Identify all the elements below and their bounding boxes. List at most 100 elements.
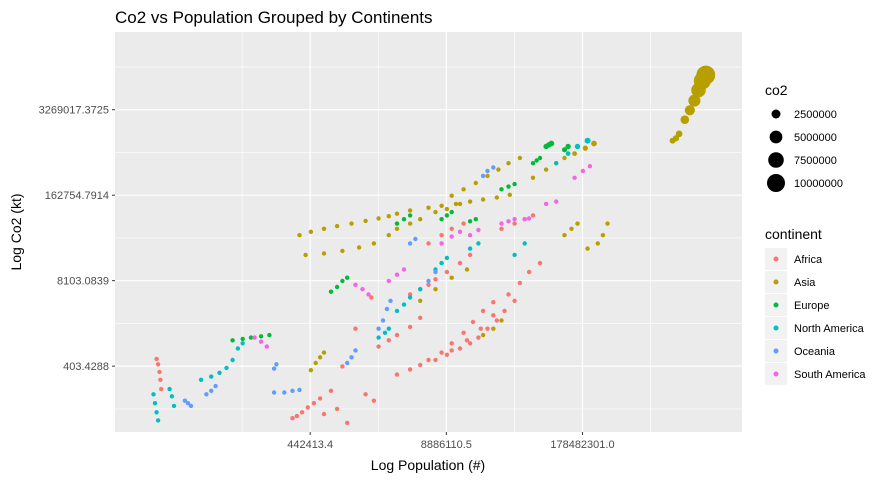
size-legend-label: 2500000 xyxy=(794,109,837,121)
data-point xyxy=(433,277,438,282)
data-point xyxy=(388,298,393,303)
data-point xyxy=(240,341,245,346)
data-point xyxy=(317,355,323,360)
data-point xyxy=(444,206,450,212)
data-point xyxy=(271,390,277,395)
data-point xyxy=(340,248,345,254)
data-point xyxy=(380,318,386,323)
data-point xyxy=(467,252,473,258)
data-point xyxy=(433,269,438,275)
data-point xyxy=(418,287,423,292)
data-point xyxy=(480,173,486,179)
data-point xyxy=(386,233,391,238)
data-point xyxy=(340,364,345,369)
data-point xyxy=(401,267,407,272)
data-point xyxy=(394,332,400,338)
data-point xyxy=(303,252,308,258)
data-point xyxy=(496,167,501,172)
data-point xyxy=(449,234,454,239)
data-point xyxy=(386,278,391,284)
data-point xyxy=(522,217,527,222)
size-legend-key xyxy=(768,152,784,168)
data-point xyxy=(155,362,161,367)
data-point xyxy=(394,372,400,377)
data-point xyxy=(297,387,302,393)
data-point xyxy=(499,318,504,323)
data-point xyxy=(230,338,235,343)
data-point xyxy=(407,213,413,218)
data-point xyxy=(449,193,454,198)
data-point xyxy=(264,344,269,349)
data-point xyxy=(407,367,413,372)
data-point xyxy=(369,295,374,300)
data-point xyxy=(401,302,407,307)
data-point xyxy=(595,241,600,246)
data-point xyxy=(349,355,354,360)
data-point xyxy=(353,282,358,287)
data-point xyxy=(467,199,473,204)
data-point xyxy=(376,326,381,331)
data-point xyxy=(439,217,444,222)
data-point xyxy=(600,233,606,238)
data-point xyxy=(684,105,695,116)
data-point xyxy=(345,275,350,280)
size-legend-label: 10000000 xyxy=(794,178,843,190)
data-point xyxy=(439,241,444,246)
y-tick-label: 8103.0839 xyxy=(57,276,109,288)
color-legend-label: Europe xyxy=(794,300,829,312)
data-point xyxy=(290,388,295,393)
data-point xyxy=(248,335,254,340)
data-point xyxy=(321,251,327,256)
x-axis-title: Log Population (#) xyxy=(371,457,485,473)
data-point xyxy=(363,392,368,397)
data-point xyxy=(185,401,191,406)
data-point xyxy=(356,245,362,250)
data-point xyxy=(305,405,310,410)
data-point xyxy=(494,318,499,323)
data-point xyxy=(394,211,400,216)
data-point xyxy=(290,416,295,421)
data-point xyxy=(213,383,218,389)
data-point xyxy=(151,392,156,397)
data-point xyxy=(461,187,466,192)
data-point xyxy=(235,346,241,351)
size-legend: co2 2500000 5000000 7500000 10000000 xyxy=(765,82,843,192)
data-point xyxy=(457,201,463,207)
data-point xyxy=(386,326,391,331)
data-point xyxy=(517,155,523,161)
data-point xyxy=(158,377,163,382)
data-point xyxy=(407,208,413,213)
data-points xyxy=(151,65,716,426)
data-point xyxy=(672,135,680,142)
data-point xyxy=(274,362,279,367)
data-point xyxy=(457,260,463,266)
data-point xyxy=(321,226,327,231)
data-point xyxy=(467,233,473,238)
data-point xyxy=(413,236,418,242)
data-point xyxy=(418,362,423,368)
data-point xyxy=(444,352,450,357)
data-point xyxy=(334,223,340,229)
x-tick-label: 8886110.5 xyxy=(421,439,472,451)
data-point xyxy=(439,203,444,208)
data-point xyxy=(258,339,264,344)
data-point xyxy=(461,330,466,335)
data-point xyxy=(182,398,188,403)
data-point xyxy=(485,168,490,174)
data-point xyxy=(297,233,302,238)
data-point xyxy=(240,336,245,342)
color-legend-label: Oceania xyxy=(794,346,836,358)
data-point xyxy=(449,348,454,353)
data-point xyxy=(480,332,486,338)
data-point xyxy=(562,233,567,238)
data-point xyxy=(464,338,470,343)
data-point xyxy=(271,366,277,371)
data-point xyxy=(473,217,478,222)
data-point xyxy=(418,298,423,303)
data-point xyxy=(530,161,536,166)
data-point xyxy=(217,370,222,375)
data-point xyxy=(433,209,438,215)
data-point xyxy=(480,197,486,202)
data-point xyxy=(457,229,463,234)
data-point xyxy=(334,284,340,290)
